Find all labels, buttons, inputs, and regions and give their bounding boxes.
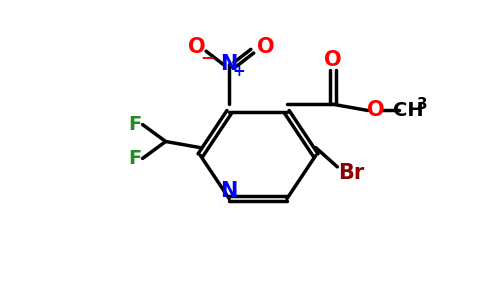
Text: O: O (257, 37, 274, 57)
Text: N: N (221, 181, 238, 201)
Text: F: F (128, 149, 141, 168)
Text: O: O (324, 50, 342, 70)
Text: +: + (232, 64, 245, 80)
Text: 3: 3 (417, 97, 428, 112)
Text: F: F (128, 115, 141, 134)
Text: N: N (221, 54, 238, 74)
Text: CH: CH (393, 101, 424, 120)
Text: Br: Br (338, 163, 364, 183)
Text: O: O (367, 100, 384, 121)
Text: O: O (188, 37, 206, 57)
Text: −: − (200, 48, 214, 66)
